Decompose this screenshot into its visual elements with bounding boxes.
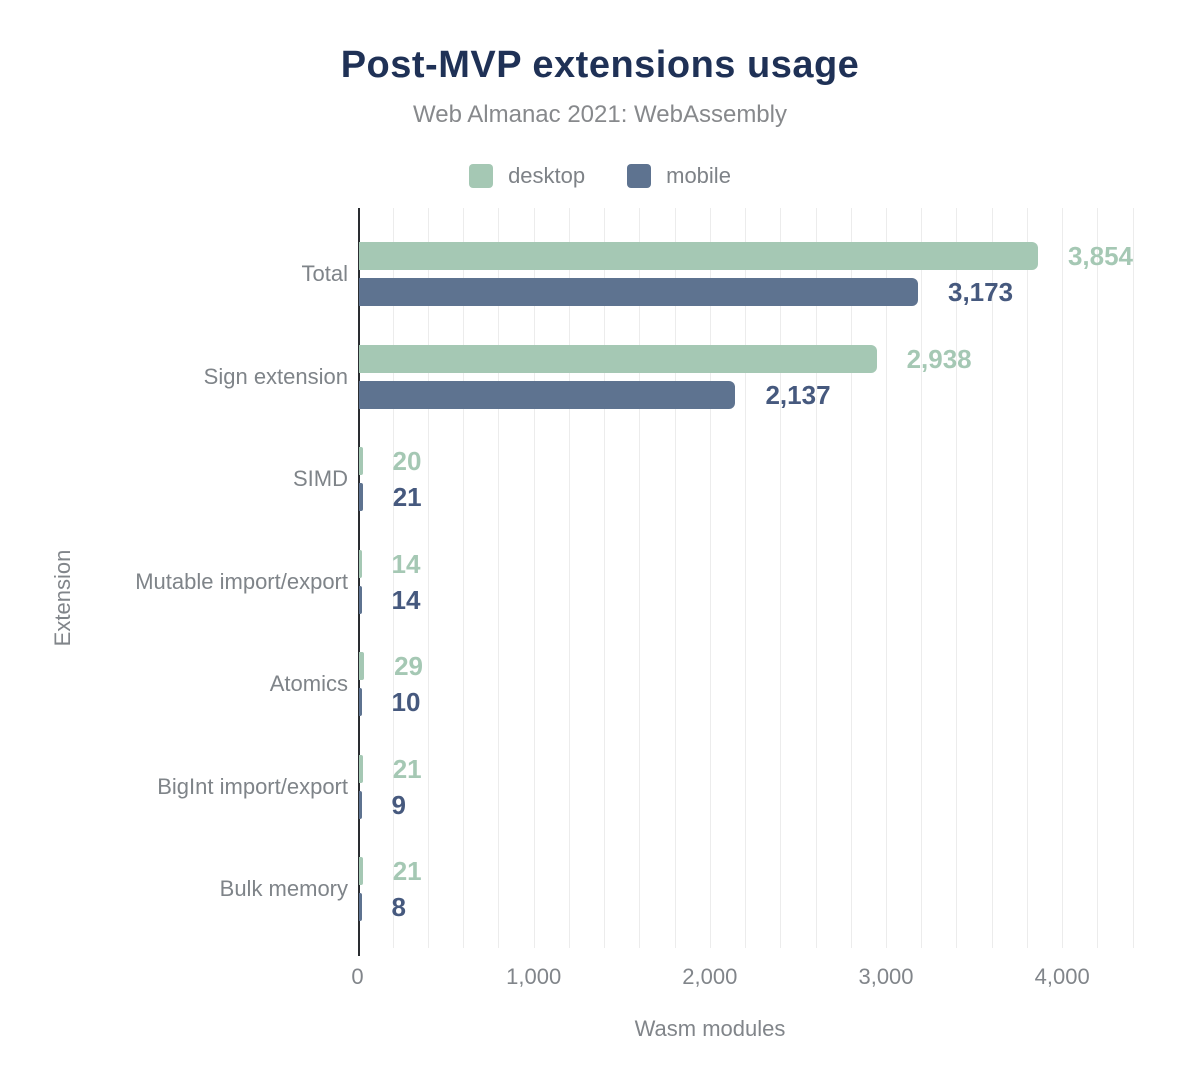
legend-item-mobile: mobile	[627, 163, 731, 189]
value-label-mobile-sign-extension: 2,137	[765, 379, 831, 410]
bar-mobile-atomics	[359, 688, 362, 716]
gridline	[604, 208, 606, 948]
x-tick-label: 3,000	[858, 964, 914, 989]
gridline	[639, 208, 641, 948]
gridline	[392, 208, 394, 948]
category-label-sign-extension: Sign extension	[203, 363, 348, 389]
value-label-mobile-total: 3,173	[947, 277, 1014, 307]
gridline	[850, 208, 852, 948]
bar-desktop-simd	[359, 447, 363, 475]
bar-desktop-total	[359, 242, 1038, 270]
bar-mobile-bigint-import-export	[359, 790, 362, 819]
gridline	[463, 208, 465, 948]
gridline	[886, 208, 887, 948]
gridline	[921, 208, 923, 948]
gridline	[1097, 208, 1099, 948]
gridline	[533, 208, 535, 948]
value-label-desktop-simd: 20	[392, 446, 422, 476]
bar-mobile-bulk-memory	[359, 893, 362, 921]
x-tick-label: 4,000	[1034, 964, 1090, 989]
gridline	[427, 208, 429, 948]
category-label-bulk-memory: Bulk memory	[219, 876, 348, 901]
category-label-simd: SIMD	[293, 466, 348, 491]
mobile-swatch-icon	[627, 164, 652, 188]
value-label-mobile-atomics: 10	[391, 687, 421, 717]
bar-desktop-bigint-import-export	[359, 754, 363, 783]
value-label-mobile-simd: 21	[392, 482, 422, 512]
chart-subtitle: Web Almanac 2021: WebAssembly	[413, 101, 787, 128]
x-tick-label: 1,000	[506, 964, 562, 989]
legend-item-desktop: desktop	[469, 163, 585, 189]
category-label-total: Total	[301, 261, 348, 286]
value-label-mobile-mutable-import-export: 14	[391, 584, 421, 615]
bar-desktop-atomics	[359, 652, 365, 680]
bar-desktop-mutable-import-export	[359, 549, 362, 578]
legend-label-desktop: desktop	[508, 163, 586, 188]
bar-desktop-sign-extension	[359, 344, 877, 373]
value-label-mobile-bigint-import-export: 9	[391, 789, 406, 820]
gridline	[674, 208, 676, 948]
value-label-desktop-bigint-import-export: 21	[392, 753, 422, 784]
category-label-bigint-import-export: BigInt import/export	[157, 773, 348, 799]
bar-mobile-mutable-import-export	[359, 585, 362, 614]
gridline	[498, 208, 500, 948]
y-axis-title: Extension	[50, 549, 75, 647]
gridline	[709, 208, 711, 948]
gridline	[991, 208, 993, 948]
bar-desktop-bulk-memory	[359, 857, 363, 885]
value-label-desktop-bulk-memory: 21	[392, 856, 422, 886]
value-label-mobile-bulk-memory: 8	[391, 892, 406, 922]
category-label-atomics: Atomics	[269, 671, 348, 696]
legend: desktop mobile	[0, 163, 1200, 189]
bar-mobile-sign-extension	[359, 380, 736, 409]
desktop-swatch-icon	[469, 164, 494, 188]
gridline	[745, 208, 747, 948]
value-label-desktop-sign-extension: 2,938	[906, 343, 972, 374]
x-tick-label: 0	[351, 964, 364, 989]
gridline	[1026, 208, 1028, 948]
gridline	[1062, 208, 1064, 948]
legend-label-mobile: mobile	[666, 163, 731, 188]
gridline	[956, 208, 958, 948]
value-label-desktop-total: 3,854	[1067, 241, 1134, 271]
gridline	[1132, 208, 1134, 948]
chart-title: Post-MVP extensions usage	[340, 44, 860, 86]
x-axis-title: Wasm modules	[634, 1016, 786, 1041]
x-tick-label: 2,000	[682, 964, 738, 989]
y-axis-line	[357, 208, 360, 956]
bar-mobile-simd	[359, 483, 363, 511]
value-label-desktop-mutable-import-export: 14	[391, 548, 421, 579]
value-label-desktop-atomics: 29	[394, 651, 424, 681]
bar-mobile-total	[359, 278, 918, 306]
category-label-mutable-import-export: Mutable import/export	[135, 568, 348, 594]
gridline	[568, 208, 570, 948]
gridline	[780, 208, 782, 948]
gridline	[815, 208, 817, 948]
